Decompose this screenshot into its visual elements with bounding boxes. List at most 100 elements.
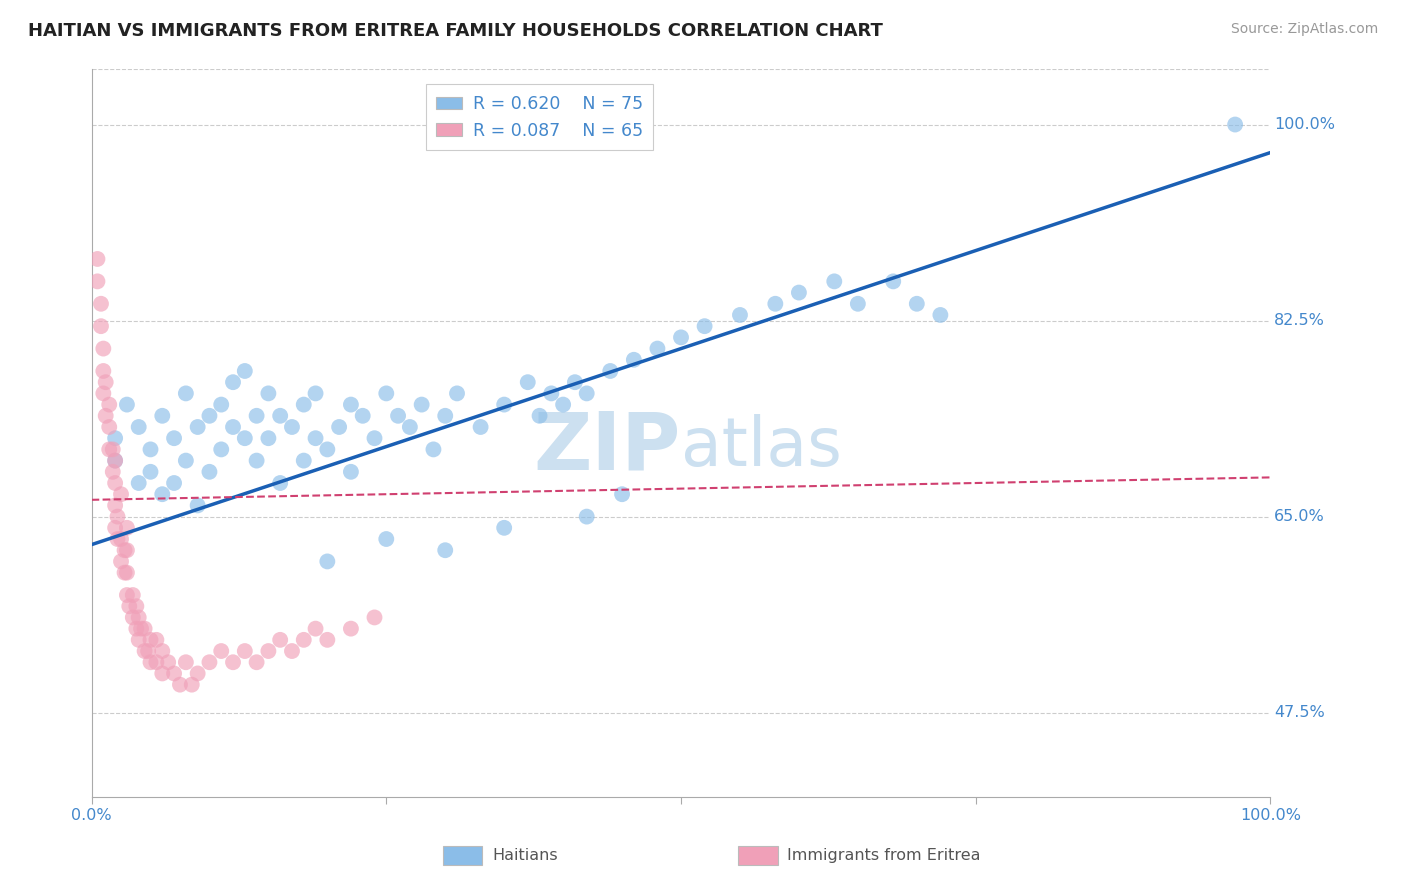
Point — [115, 543, 138, 558]
Point — [180, 678, 202, 692]
Point — [222, 420, 245, 434]
Point — [316, 632, 339, 647]
Point — [929, 308, 952, 322]
Text: 82.5%: 82.5% — [1274, 313, 1324, 328]
Point — [340, 465, 363, 479]
Point — [575, 509, 598, 524]
Point — [121, 610, 143, 624]
Point — [257, 644, 280, 658]
Point — [316, 442, 339, 457]
Point — [564, 375, 586, 389]
Point — [209, 644, 232, 658]
Text: atlas: atlas — [681, 414, 842, 480]
Point — [128, 610, 150, 624]
Point — [121, 588, 143, 602]
Point — [110, 532, 132, 546]
Point — [93, 364, 115, 378]
Point — [104, 453, 127, 467]
Point — [98, 398, 121, 412]
Point — [145, 632, 167, 647]
Point — [292, 398, 315, 412]
Point — [101, 465, 124, 479]
Point — [107, 509, 129, 524]
Point — [139, 442, 162, 457]
Point — [110, 554, 132, 568]
Text: HAITIAN VS IMMIGRANTS FROM ERITREA FAMILY HOUSEHOLDS CORRELATION CHART: HAITIAN VS IMMIGRANTS FROM ERITREA FAMIL… — [28, 22, 883, 40]
Point — [846, 297, 869, 311]
Point — [136, 644, 159, 658]
Point — [163, 666, 186, 681]
Point — [823, 274, 845, 288]
Point — [494, 521, 516, 535]
Point — [304, 622, 326, 636]
Point — [86, 274, 108, 288]
Point — [104, 431, 127, 445]
Point — [134, 644, 156, 658]
Point — [787, 285, 810, 300]
Text: 47.5%: 47.5% — [1274, 706, 1324, 720]
Point — [905, 297, 928, 311]
Point — [115, 566, 138, 580]
Point — [145, 655, 167, 669]
Point — [187, 420, 209, 434]
Point — [246, 453, 269, 467]
Point — [257, 431, 280, 445]
Point — [281, 644, 304, 658]
Point — [269, 475, 291, 490]
Point — [114, 543, 136, 558]
Point — [352, 409, 374, 423]
Point — [669, 330, 692, 344]
Point — [304, 431, 326, 445]
Point — [134, 622, 156, 636]
Point — [209, 442, 232, 457]
Point — [363, 610, 385, 624]
Text: 65.0%: 65.0% — [1274, 509, 1324, 524]
Point — [174, 453, 197, 467]
Point — [90, 297, 112, 311]
Point — [174, 386, 197, 401]
Point — [104, 521, 127, 535]
Point — [269, 409, 291, 423]
Point — [139, 632, 162, 647]
Point — [728, 308, 751, 322]
Point — [129, 622, 152, 636]
Point — [198, 409, 221, 423]
Point — [150, 409, 173, 423]
Point — [316, 554, 339, 568]
Point — [128, 632, 150, 647]
Point — [104, 453, 127, 467]
Point — [163, 475, 186, 490]
Point — [101, 442, 124, 457]
Point — [553, 398, 575, 412]
Point — [269, 632, 291, 647]
Point — [411, 398, 433, 412]
Point — [363, 431, 385, 445]
Point — [107, 532, 129, 546]
Point — [93, 386, 115, 401]
Point — [118, 599, 141, 614]
Text: 100.0%: 100.0% — [1274, 117, 1336, 132]
Point — [150, 666, 173, 681]
Point — [104, 475, 127, 490]
Point — [115, 521, 138, 535]
Point — [647, 342, 669, 356]
Point — [233, 364, 256, 378]
Point — [139, 655, 162, 669]
Point — [422, 442, 444, 457]
Point — [139, 465, 162, 479]
Point — [198, 465, 221, 479]
Point — [529, 409, 551, 423]
Point — [470, 420, 492, 434]
Point — [163, 431, 186, 445]
Point — [198, 655, 221, 669]
Point — [281, 420, 304, 434]
Point — [94, 375, 117, 389]
Point — [110, 487, 132, 501]
Point — [150, 487, 173, 501]
Point — [94, 409, 117, 423]
Point — [375, 532, 398, 546]
Point — [494, 398, 516, 412]
Point — [187, 666, 209, 681]
Point — [340, 622, 363, 636]
Point — [86, 252, 108, 266]
